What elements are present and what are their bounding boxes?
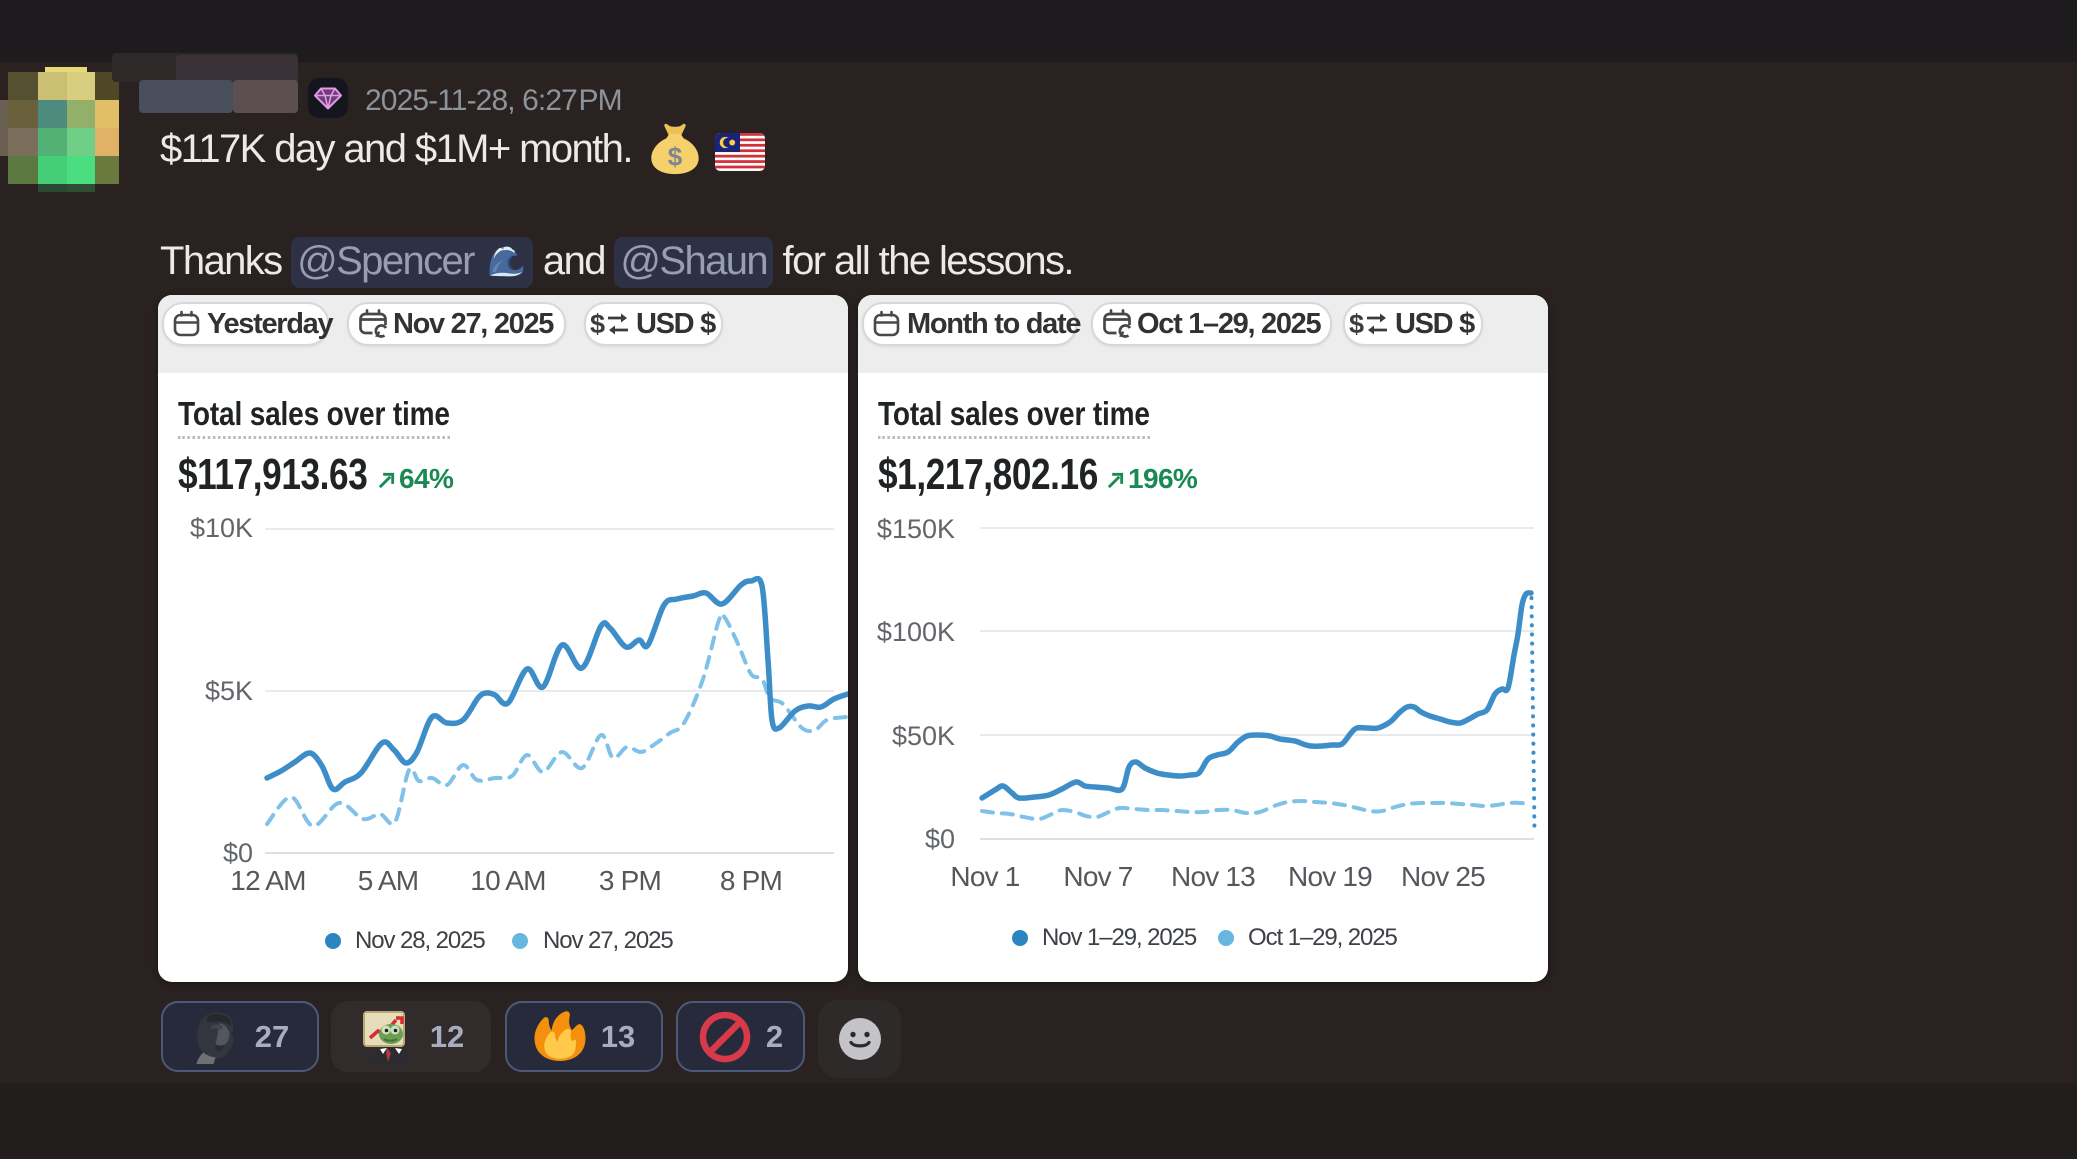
svg-text:$: $ xyxy=(668,141,683,171)
svg-text:$: $ xyxy=(1349,309,1364,339)
svg-text:$: $ xyxy=(590,309,605,339)
